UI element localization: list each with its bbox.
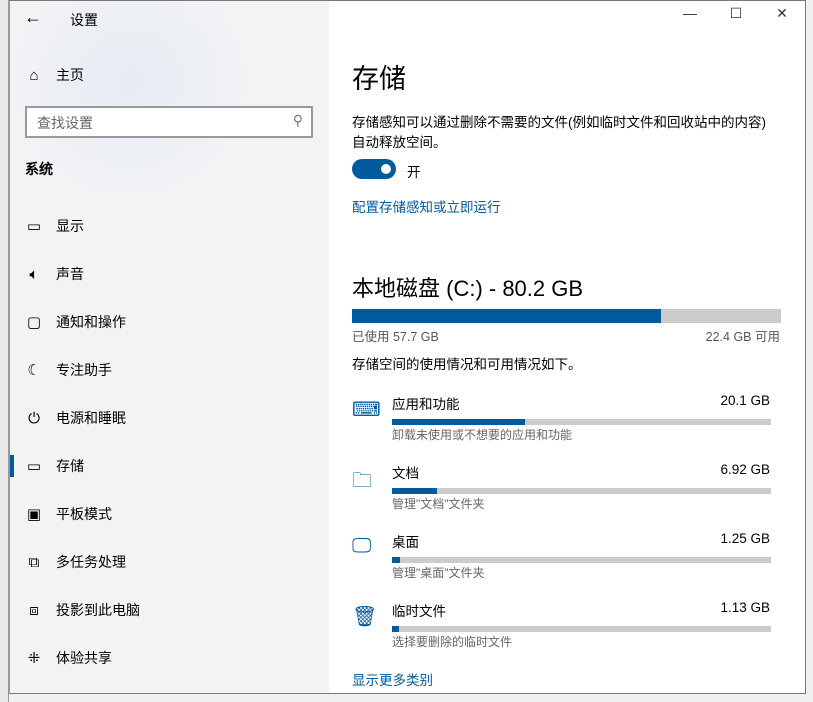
share-icon: ⁜ (27, 650, 41, 667)
category-description: 管理"桌面"文件夹 (392, 566, 485, 580)
notification-icon: ▢ (26, 314, 42, 331)
trash-icon: 🗑 (352, 606, 378, 628)
search-input[interactable]: 查找设置 ⚲ (25, 106, 313, 138)
home-icon: ⌂ (29, 66, 39, 84)
toggle-label: 开 (407, 165, 421, 180)
desktop-background (0, 0, 9, 702)
used-label: 已使用 57.7 GB (352, 330, 439, 344)
close-button[interactable]: ✕ (776, 5, 788, 21)
storage-sense-description: 存储感知可以通过删除不需要的文件(例如临时文件和回收站中的内容)自动释放空间。 (352, 115, 766, 150)
settings-window: ← 设置 ⌂ 主页 查找设置 ⚲ 系统 ▭ 显示 🔈︎ 声音 ▢ 通知和操作 ☾ 专注助手 ⏻ 电… (9, 0, 806, 694)
minimize-button[interactable]: — (683, 5, 697, 21)
sidebar-item-3[interactable]: ☾ 专注助手 (10, 350, 329, 390)
storage-sense-toggle[interactable] (352, 159, 396, 179)
category-title: 临时文件 (392, 604, 446, 619)
category-usage-bar (392, 419, 771, 425)
moon-icon: ☾ (27, 362, 41, 379)
monitor-icon: ▭ (26, 218, 42, 235)
category-title: 应用和功能 (392, 397, 460, 412)
sidebar-item-0[interactable]: ▭ 显示 (10, 206, 329, 246)
category-description: 管理"文档"文件夹 (392, 497, 485, 511)
sidebar-item-4[interactable]: ⏻ 电源和睡眠 (10, 398, 329, 438)
sidebar-item-2[interactable]: ▢ 通知和操作 (10, 302, 329, 342)
sidebar-item-5[interactable]: ▭ 存储 (10, 446, 329, 486)
power-icon: ⏻ (28, 409, 40, 427)
tablet-icon: ▣ (26, 506, 42, 523)
category-size: 1.13 GB (720, 600, 770, 615)
multitask-icon: ⧉ (28, 553, 40, 571)
category-size: 20.1 GB (720, 393, 770, 408)
folder-icon: 🗀 (352, 470, 372, 492)
category-title: 文档 (392, 466, 419, 481)
sidebar: ← 设置 ⌂ 主页 查找设置 ⚲ 系统 ▭ 显示 🔈︎ 声音 ▢ 通知和操作 ☾ 专注助手 ⏻ 电… (10, 1, 329, 693)
category-title: 桌面 (392, 535, 419, 550)
configure-storage-sense-link[interactable]: 配置存储感知或立即运行 (352, 200, 501, 215)
category-usage-bar (392, 626, 771, 632)
sidebar-item-6[interactable]: ▣ 平板模式 (10, 494, 329, 534)
project-icon: ⧈ (29, 601, 39, 619)
disk-usage-bar (352, 309, 781, 323)
page-title: 存储 (352, 64, 406, 94)
category-description: 卸载未使用或不想要的应用和功能 (392, 428, 573, 442)
show-more-categories-link[interactable]: 显示更多类别 (352, 673, 433, 688)
usage-intro: 存储空间的使用情况和可用情况如下。 (352, 357, 582, 372)
speaker-icon: 🔈︎ (29, 265, 39, 283)
category-usage-bar (392, 488, 771, 494)
search-icon: ⚲ (292, 112, 303, 128)
category-size: 1.25 GB (720, 531, 770, 546)
sidebar-item-8[interactable]: ⧈ 投影到此电脑 (10, 590, 329, 630)
storage-icon: ▭ (26, 458, 42, 475)
sidebar-item-home[interactable]: ⌂ 主页 (10, 55, 329, 95)
main-content: — ☐ ✕ 存储 存储感知可以通过删除不需要的文件(例如临时文件和回收站中的内容… (329, 1, 805, 693)
keyboard-monitor-icon: ⌨ (352, 399, 381, 421)
sidebar-item-1[interactable]: 🔈︎ 声音 (10, 254, 329, 294)
selected-indicator (10, 455, 14, 477)
section-heading: 系统 (25, 161, 53, 177)
sidebar-item-7[interactable]: ⧉ 多任务处理 (10, 542, 329, 582)
category-description: 选择要删除的临时文件 (392, 635, 513, 649)
window-title: 设置 (70, 12, 98, 28)
category-usage-bar (392, 557, 771, 563)
free-label: 22.4 GB 可用 (705, 330, 780, 344)
desktop-icon: 🖵 (352, 535, 372, 557)
back-arrow-icon[interactable]: ← (24, 7, 42, 27)
maximize-button[interactable]: ☐ (729, 5, 743, 21)
disk-title: 本地磁盘 (C:) - 80.2 GB (352, 276, 584, 301)
sidebar-item-9[interactable]: ⁜ 体验共享 (10, 638, 329, 678)
category-size: 6.92 GB (720, 462, 770, 477)
